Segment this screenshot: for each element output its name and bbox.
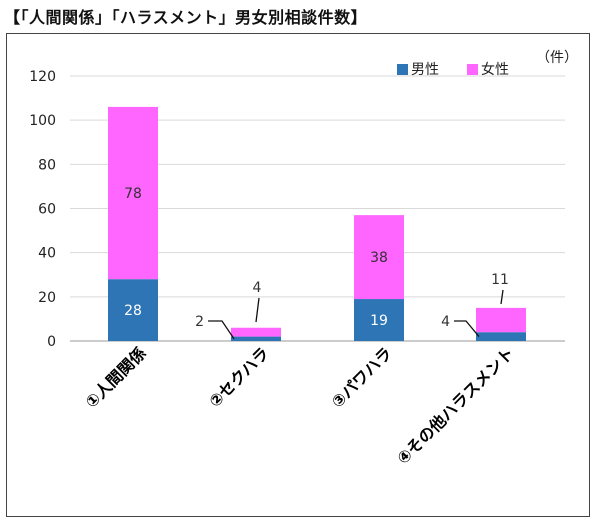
leader-line (255, 297, 260, 323)
unit-label: （件） (536, 50, 578, 66)
leader-line (208, 320, 235, 340)
x-category-label: ③パワハラ (328, 343, 396, 411)
x-category-label: ④その他ハラスメント (393, 343, 518, 468)
bar-male (231, 336, 281, 341)
data-label: 11 (491, 272, 509, 288)
bar-female (108, 106, 158, 280)
bar-male (354, 299, 404, 341)
x-category-label: ①人間関係 (82, 343, 150, 411)
x-category-label: ②セクハラ (205, 343, 273, 411)
y-tick-label: 60 (38, 202, 56, 218)
data-label: 28 (124, 303, 142, 319)
y-tick-label: 80 (38, 157, 56, 173)
chart-frame (6, 33, 590, 517)
bar-female (476, 307, 526, 333)
legend-swatch (397, 64, 408, 75)
legend-swatch (467, 64, 478, 75)
bar-female (231, 327, 281, 337)
bar-male (476, 332, 526, 341)
bar-female (354, 215, 404, 300)
y-tick-label: 100 (29, 113, 56, 129)
data-label: 38 (370, 250, 388, 266)
chart-title: 【「人間関係」「ハラスメント」男女別相談件数】 (4, 8, 368, 27)
y-tick-label: 20 (38, 290, 56, 306)
legend-label: 女性 (481, 61, 509, 78)
data-label: 19 (370, 313, 388, 329)
data-label: 78 (124, 186, 142, 202)
legend-label: 男性 (411, 62, 439, 78)
y-tick-label: 120 (29, 69, 56, 85)
data-label: 2 (195, 314, 204, 330)
leader-line (500, 289, 504, 305)
bar-male (108, 279, 158, 341)
data-label: 4 (253, 280, 262, 296)
leader-line (454, 320, 480, 337)
y-tick-label: 40 (38, 246, 56, 262)
data-label: 4 (441, 314, 450, 330)
y-tick-label: 0 (47, 334, 56, 350)
